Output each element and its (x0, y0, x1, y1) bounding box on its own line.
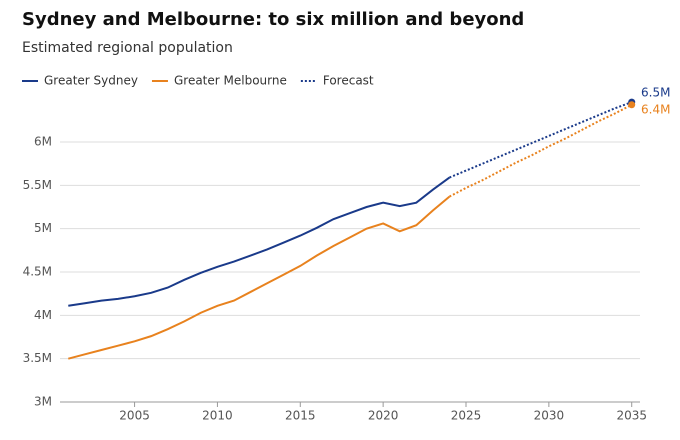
chart-title: Sydney and Melbourne: to six million and… (22, 9, 524, 30)
y-tick-label: 4M (34, 308, 52, 322)
y-tick-label: 6M (34, 135, 52, 149)
x-tick-label: 2005 (119, 409, 150, 423)
end-point (628, 101, 636, 109)
legend-label: Greater Melbourne (174, 74, 287, 88)
y-tick-label: 3M (34, 395, 52, 409)
y-tick-label: 5.5M (23, 178, 52, 192)
end-label: 6.5M (641, 86, 670, 100)
legend-label: Greater Sydney (44, 74, 138, 88)
series-line (68, 195, 451, 360)
x-tick-label: 2010 (202, 409, 233, 423)
y-tick-label: 4.5M (23, 265, 52, 279)
forecast-line (448, 103, 633, 198)
chart-subtitle: Estimated regional population (22, 40, 233, 56)
y-tick-label: 3.5M (23, 351, 52, 365)
end-label: 6.4M (641, 103, 670, 117)
x-tick-label: 2015 (285, 409, 316, 423)
x-tick-label: 2025 (451, 409, 482, 423)
series-line (68, 176, 451, 307)
forecast-line (449, 101, 633, 179)
x-tick-label: 2030 (534, 409, 565, 423)
y-tick-label: 5M (34, 221, 52, 235)
x-tick-label: 2020 (368, 409, 399, 423)
x-tick-label: 2035 (616, 409, 647, 423)
legend-label: Forecast (323, 74, 374, 88)
